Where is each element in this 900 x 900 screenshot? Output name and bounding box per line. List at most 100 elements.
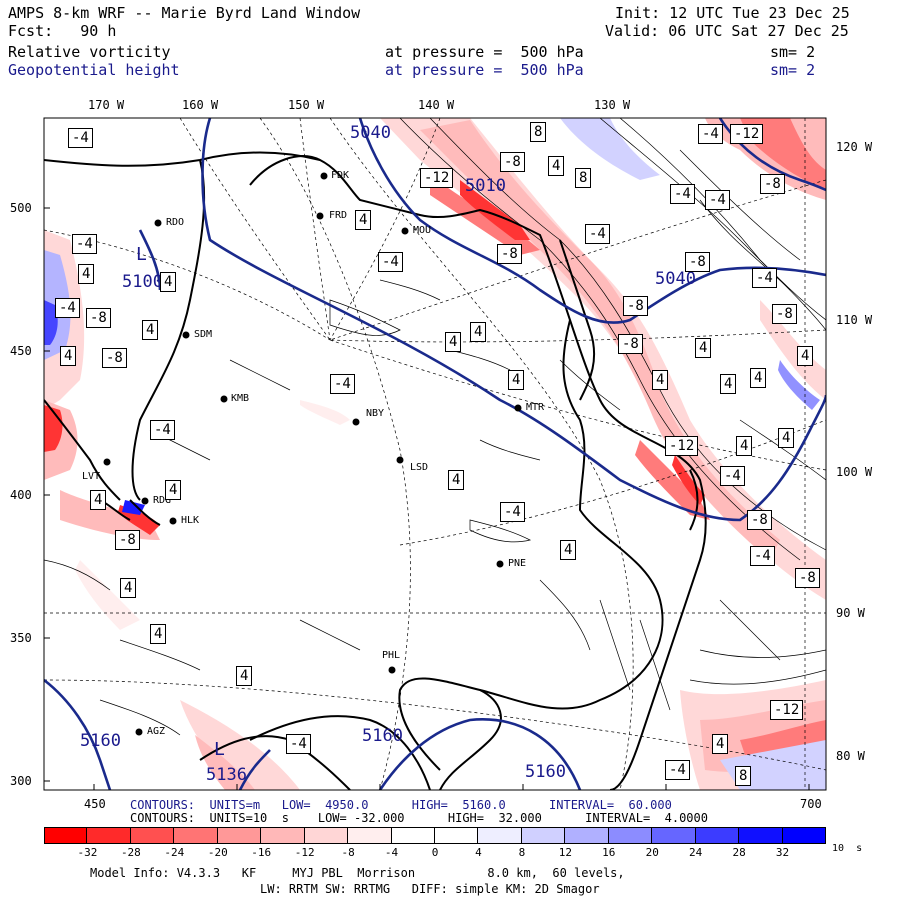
vorticity-label: 4 (712, 734, 729, 754)
coastline (44, 151, 707, 790)
colorbar-tick-label: 16 (602, 846, 616, 859)
station-sdm: SDM (194, 329, 213, 340)
colorbar-swatch (391, 827, 435, 844)
vorticity-label: -8 (497, 244, 522, 264)
vorticity-label: 4 (160, 272, 177, 292)
vorticity-label: 4 (90, 490, 107, 510)
colorbar-tick-label: 20 (645, 846, 659, 859)
colorbar-tick-label: -4 (384, 846, 399, 859)
colorbar-swatch (304, 827, 349, 844)
height-label: 5136 (206, 765, 247, 785)
field1-name: Relative vorticity (8, 43, 171, 61)
vorticity-label: -8 (618, 334, 643, 354)
height-label: 5040 (350, 123, 391, 143)
height-contours (44, 118, 826, 790)
colorbar-swatch (130, 827, 175, 844)
colorbar-frame (44, 827, 826, 844)
vorticity-label: -8 (795, 568, 820, 588)
vorticity-label: -8 (115, 530, 140, 550)
vorticity-label: -4 (378, 252, 403, 272)
vorticity-label: 4 (355, 210, 372, 230)
x-tick-700: 700 (800, 797, 822, 811)
vorticity-label: 4 (120, 578, 137, 598)
height-label: 5100 (122, 272, 163, 292)
station-lvt: LVT (82, 471, 101, 482)
vorticity-label: 4 (548, 156, 565, 176)
station-nby: NBY (366, 408, 385, 419)
vorticity-label: 4 (78, 264, 95, 284)
height-label: 5010 (465, 176, 506, 196)
vorticity-label: 4 (470, 322, 487, 342)
map-frame (43, 117, 827, 791)
vorticity-shading (44, 118, 826, 790)
station-lsd: LSD (410, 462, 429, 473)
station-phl: PHL (382, 650, 401, 661)
lon-label-right-3: 100 W (836, 465, 873, 479)
valid-time: Valid: 06 UTC Sat 27 Dec 25 (605, 22, 849, 40)
vorticity-label: -8 (102, 348, 127, 368)
colorbar-tick-label: -16 (251, 846, 272, 859)
y-tick-500: 500 (10, 201, 32, 215)
y-tick-350: 350 (10, 631, 32, 645)
vorticity-label: -4 (330, 374, 355, 394)
colorbar-swatch (652, 827, 696, 844)
lon-label-right-4: 90 W (836, 606, 865, 620)
vorticity-label: 4 (236, 666, 253, 686)
lon-label-right-5: 80 W (836, 749, 865, 763)
lon-label-top-2: 160 W (182, 98, 219, 112)
vorticity-label: -8 (772, 304, 797, 324)
vorticity-label: 4 (445, 332, 462, 352)
vorticity-label: -8 (760, 174, 785, 194)
model-info: Model Info: V4.3.3 KF MYJ PBL Morrison 8… (90, 866, 625, 880)
colorbar-unit: 10 s (832, 843, 863, 854)
low-center-mark: L (214, 739, 225, 760)
colorbar-tick-label: -12 (294, 846, 315, 859)
vorticity-label: 8 (530, 122, 547, 142)
vorticity-label: -4 (150, 420, 175, 440)
vorticity-label: 8 (575, 168, 592, 188)
vorticity-label: 4 (652, 370, 669, 390)
height-label: 5160 (525, 762, 566, 782)
station-mou: MOU (413, 225, 432, 236)
vorticity-label: 8 (735, 766, 752, 786)
vorticity-label: -4 (72, 234, 97, 254)
colorbar-tick-label: -24 (164, 846, 185, 859)
colorbar-swatch (44, 827, 88, 844)
vorticity-label: -4 (500, 502, 525, 522)
axis-ticks (44, 207, 810, 790)
height-label: 5160 (362, 726, 403, 746)
vorticity-label: -4 (705, 190, 730, 210)
vorticity-label: -4 (720, 466, 745, 486)
lon-label-right-2: 110 W (836, 313, 873, 327)
colorbar-swatch (217, 827, 262, 844)
station-agz: AGZ (147, 726, 166, 737)
colorbar-tick-label: 12 (558, 846, 572, 859)
vorticity-label: 4 (508, 370, 525, 390)
vorticity-label: 4 (750, 368, 767, 388)
colorbar-tick-label: 24 (689, 846, 703, 859)
colorbar-tick-label: -20 (207, 846, 228, 859)
vorticity-label: -4 (55, 298, 80, 318)
height-label: 5040 (655, 269, 696, 289)
vorticity-label: -12 (420, 168, 454, 188)
field2-name: Geopotential height (8, 61, 180, 79)
colorbar-tick-label: 28 (732, 846, 746, 859)
colorbar-tick-label: -32 (77, 846, 98, 859)
station-rdo: RDO (166, 217, 185, 228)
station-pne: PNE (508, 558, 527, 569)
station-rdg: RDG (153, 495, 172, 506)
colorbar-swatch (739, 827, 783, 844)
station-frd: FRD (329, 210, 348, 221)
station-kmb: KMB (231, 393, 250, 404)
vorticity-label: -12 (730, 124, 764, 144)
vorticity-label: 4 (778, 428, 795, 448)
colorbar-swatch (608, 827, 653, 844)
colorbar-swatch (261, 827, 305, 844)
vorticity-label: -8 (500, 152, 525, 172)
vorticity-label: 4 (142, 320, 159, 340)
vorticity-label: -8 (747, 510, 772, 530)
lon-label-top-5: 130 W (594, 98, 631, 112)
colorbar-swatch (174, 827, 218, 844)
lon-label-top-3: 150 W (288, 98, 325, 112)
